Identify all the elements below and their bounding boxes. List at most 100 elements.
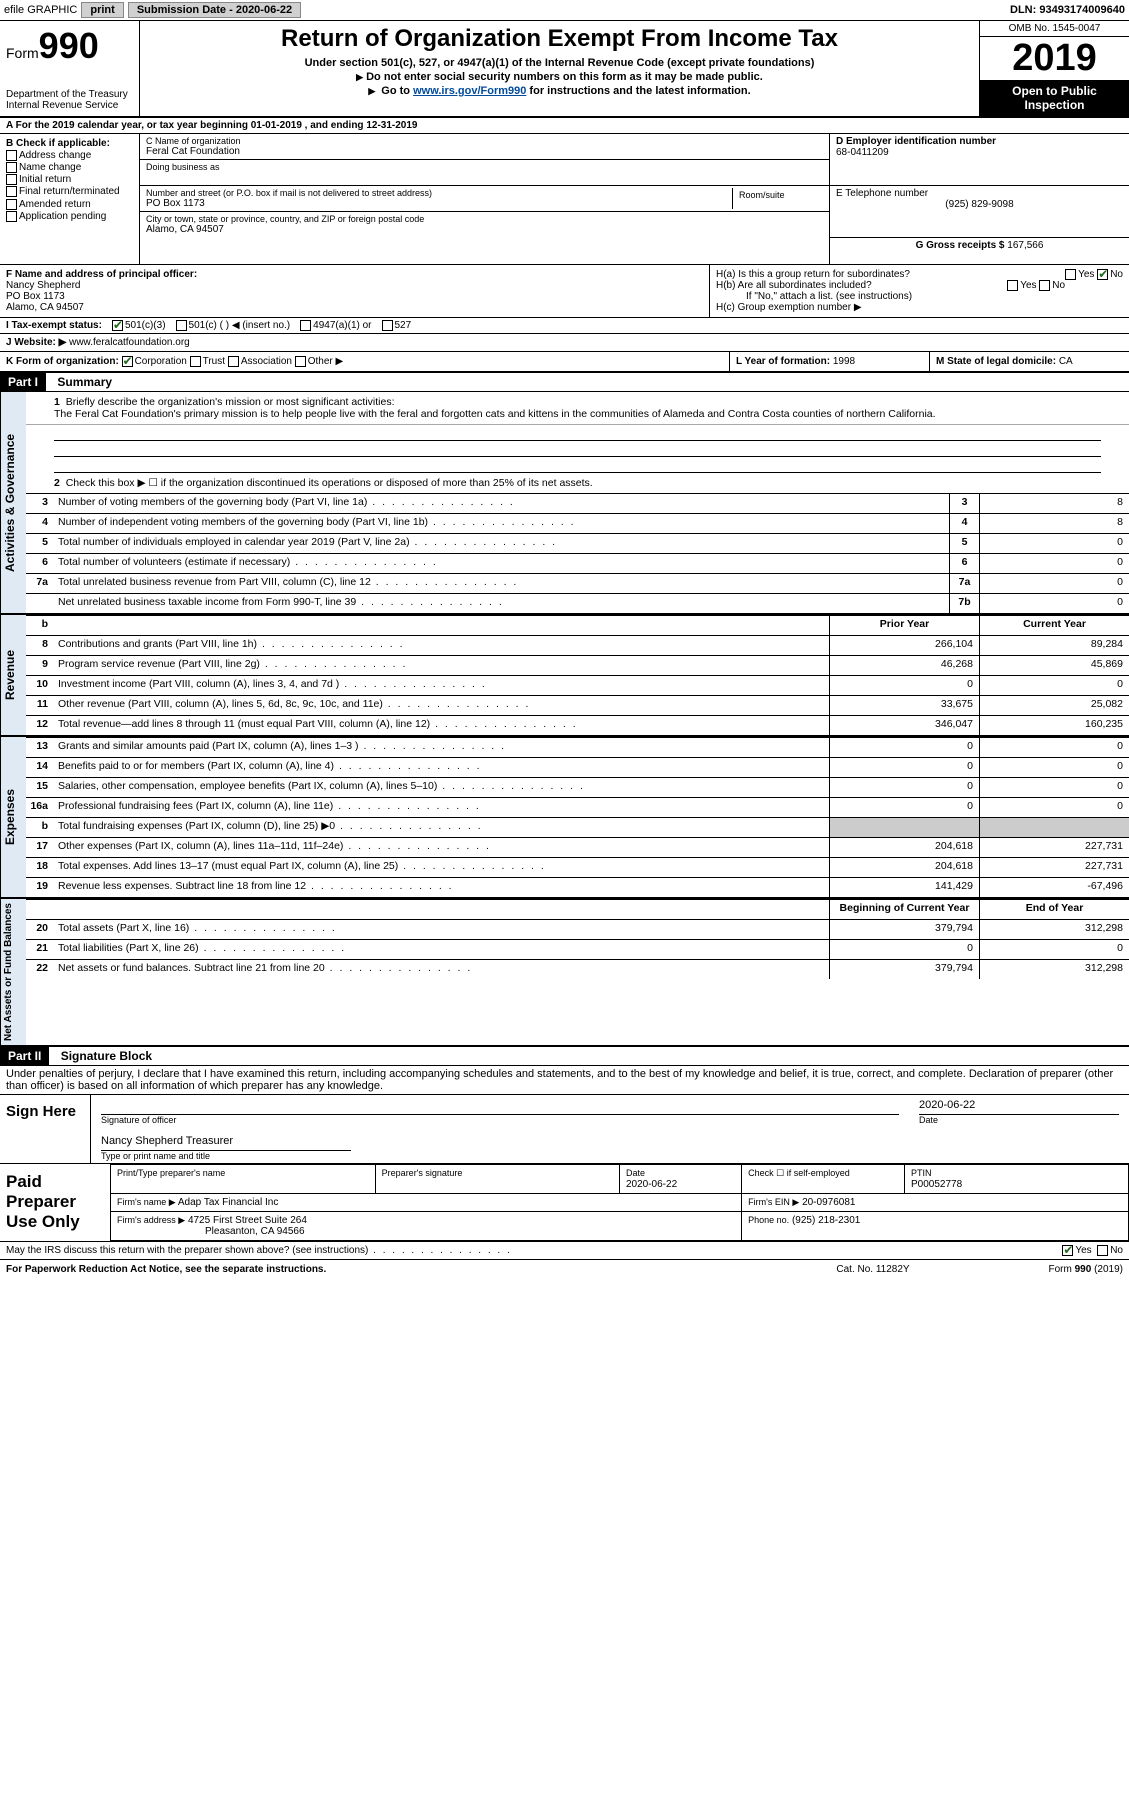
ha-row: H(a) Is this a group return for subordin… [716,269,1123,280]
officer-addr1: PO Box 1173 [6,291,703,302]
cb-assoc[interactable]: Association [228,356,292,367]
org-name: Feral Cat Foundation [146,146,823,157]
officer-sig-lbl: Signature of officer [101,1115,899,1125]
city-val: Alamo, CA 94507 [146,224,823,235]
subtitle-1: Under section 501(c), 527, or 4947(a)(1)… [144,57,975,69]
cb-address-change[interactable]: Address change [6,150,133,161]
cb-initial-return[interactable]: Initial return [6,174,133,185]
firm-ein-lbl: Firm's EIN ▶ [748,1197,799,1207]
print-button[interactable]: print [81,2,123,18]
firm-lbl: Firm's name ▶ [117,1197,176,1207]
box-deg: D Employer identification number 68-0411… [829,134,1129,264]
box-m: M State of legal domicile: CA [929,352,1129,371]
sum-line: 13Grants and similar amounts paid (Part … [26,737,1129,757]
firm-addr-lbl: Firm's address ▶ [117,1215,185,1225]
ha-yes: Yes [1078,269,1094,280]
cb-501c3[interactable]: 501(c)(3) [112,320,166,331]
l-lbl: L Year of formation: [736,356,830,367]
cb-corp[interactable]: Corporation [122,356,187,367]
officer-signature-line[interactable] [101,1099,899,1115]
form-header: Form990 Department of the Treasury Inter… [0,21,1129,118]
cb-other[interactable]: Other ▶ [295,356,343,367]
m-lbl: M State of legal domicile: [936,356,1056,367]
line2: 2 Check this box ▶ ☐ if the organization… [26,473,1129,493]
part2-header: Part II Signature Block [0,1047,1129,1066]
firm-name: Adap Tax Financial Inc [178,1197,278,1208]
entity-block: B Check if applicable: Address change Na… [0,134,1129,265]
sig-date-lbl: Date [919,1115,1119,1125]
sign-here-block: Sign Here Signature of officer 2020-06-2… [0,1094,1129,1163]
sum-line: 6Total number of volunteers (estimate if… [26,553,1129,573]
tax-lbl: I Tax-exempt status: [6,320,102,331]
sum-line: 5Total number of individuals employed in… [26,533,1129,553]
footer-left: For Paperwork Reduction Act Notice, see … [6,1264,773,1275]
dln-label: DLN: 93493174009640 [1010,4,1125,16]
summary-netassets: Net Assets or Fund Balances Beginning of… [0,899,1129,1047]
prep-date-lbl: Date [626,1168,645,1178]
hb-yes: Yes [1020,280,1036,291]
box-h: H(a) Is this a group return for subordin… [709,265,1129,317]
dept-label: Department of the Treasury Internal Reve… [6,89,133,111]
box-c: C Name of organization Feral Cat Foundat… [140,134,829,264]
open-inspection: Open to Public Inspection [980,80,1129,116]
prep-name-lbl: Print/Type preparer's name [117,1168,225,1178]
discuss-no: No [1110,1245,1123,1256]
sum-line: 12Total revenue—add lines 8 through 11 (… [26,715,1129,735]
cb-application-pending[interactable]: Application pending [6,211,133,222]
officer-name: Nancy Shepherd [6,280,703,291]
sum-line: bTotal fundraising expenses (Part IX, co… [26,817,1129,837]
firm-addr2: Pleasanton, CA 94566 [205,1226,305,1237]
footer-mid: Cat. No. 11282Y [773,1264,973,1275]
subtitle-3: Go to www.irs.gov/Form990 for instructio… [144,85,975,97]
sum-line: 15Salaries, other compensation, employee… [26,777,1129,797]
cb-527[interactable]: 527 [382,320,412,331]
cb-name-change[interactable]: Name change [6,162,133,173]
sum-line: Net unrelated business taxable income fr… [26,593,1129,613]
hb-row: H(b) Are all subordinates included? Yes … [716,280,1123,291]
vtab-netassets: Net Assets or Fund Balances [0,899,26,1045]
line-a: A For the 2019 calendar year, or tax yea… [0,118,1129,134]
sum-line: 18Total expenses. Add lines 13–17 (must … [26,857,1129,877]
cb-4947[interactable]: 4947(a)(1) or [300,320,371,331]
omb-number: OMB No. 1545-0047 [980,21,1129,37]
rev-body: bPrior YearCurrent Year8Contributions an… [26,615,1129,735]
cb-final-return[interactable]: Final return/terminated [6,186,133,197]
room-lbl: Room/suite [739,190,817,200]
column-header-row: Beginning of Current YearEnd of Year [26,899,1129,919]
cb-501c[interactable]: 501(c) ( ) ◀ (insert no.) [176,320,291,331]
summary-revenue: Revenue bPrior YearCurrent Year8Contribu… [0,615,1129,737]
sum-line: 10Investment income (Part VIII, column (… [26,675,1129,695]
box-f: F Name and address of principal officer:… [0,265,709,317]
prep-sig-lbl: Preparer's signature [382,1168,463,1178]
org-name-cell: C Name of organization Feral Cat Foundat… [140,134,829,160]
line2-txt: Check this box ▶ ☐ if the organization d… [66,477,593,489]
gov-body: 1 Briefly describe the organization's mi… [26,392,1129,613]
dba-lbl: Doing business as [146,162,823,172]
box-b: B Check if applicable: Address change Na… [0,134,140,264]
page-footer: For Paperwork Reduction Act Notice, see … [0,1259,1129,1279]
part2-bar: Part II [0,1047,49,1065]
cb-trust[interactable]: Trust [190,356,225,367]
cb-amended-return[interactable]: Amended return [6,199,133,210]
form990-link[interactable]: www.irs.gov/Form990 [413,85,526,97]
prep-self-lbl: Check ☐ if self-employed [748,1168,850,1178]
sum-line: 14Benefits paid to or for members (Part … [26,757,1129,777]
submission-date: Submission Date - 2020-06-22 [128,2,301,18]
ha-no: No [1110,269,1123,280]
tax-year: 2019 [980,37,1129,80]
part2-title: Signature Block [53,1047,160,1065]
exp-body: 13Grants and similar amounts paid (Part … [26,737,1129,897]
ptin-lbl: PTIN [911,1168,932,1178]
efile-label: efile GRAPHIC [4,4,77,16]
firm-phone-lbl: Phone no. [748,1215,789,1225]
sum-line: 21Total liabilities (Part X, line 26)00 [26,939,1129,959]
gross-cell: G Gross receipts $ 167,566 [829,238,1129,264]
line1-lbl: Briefly describe the organization's miss… [66,396,395,408]
sub3-pre: Go to [381,85,413,97]
ptin-val: P00052778 [911,1179,962,1190]
firm-ein: 20-0976081 [802,1197,855,1208]
sum-line: 3Number of voting members of the governi… [26,493,1129,513]
city-cell: City or town, state or province, country… [140,212,829,238]
discuss-row: May the IRS discuss this return with the… [0,1241,1129,1259]
website-link[interactable]: www.feralcatfoundation.org [69,337,190,348]
